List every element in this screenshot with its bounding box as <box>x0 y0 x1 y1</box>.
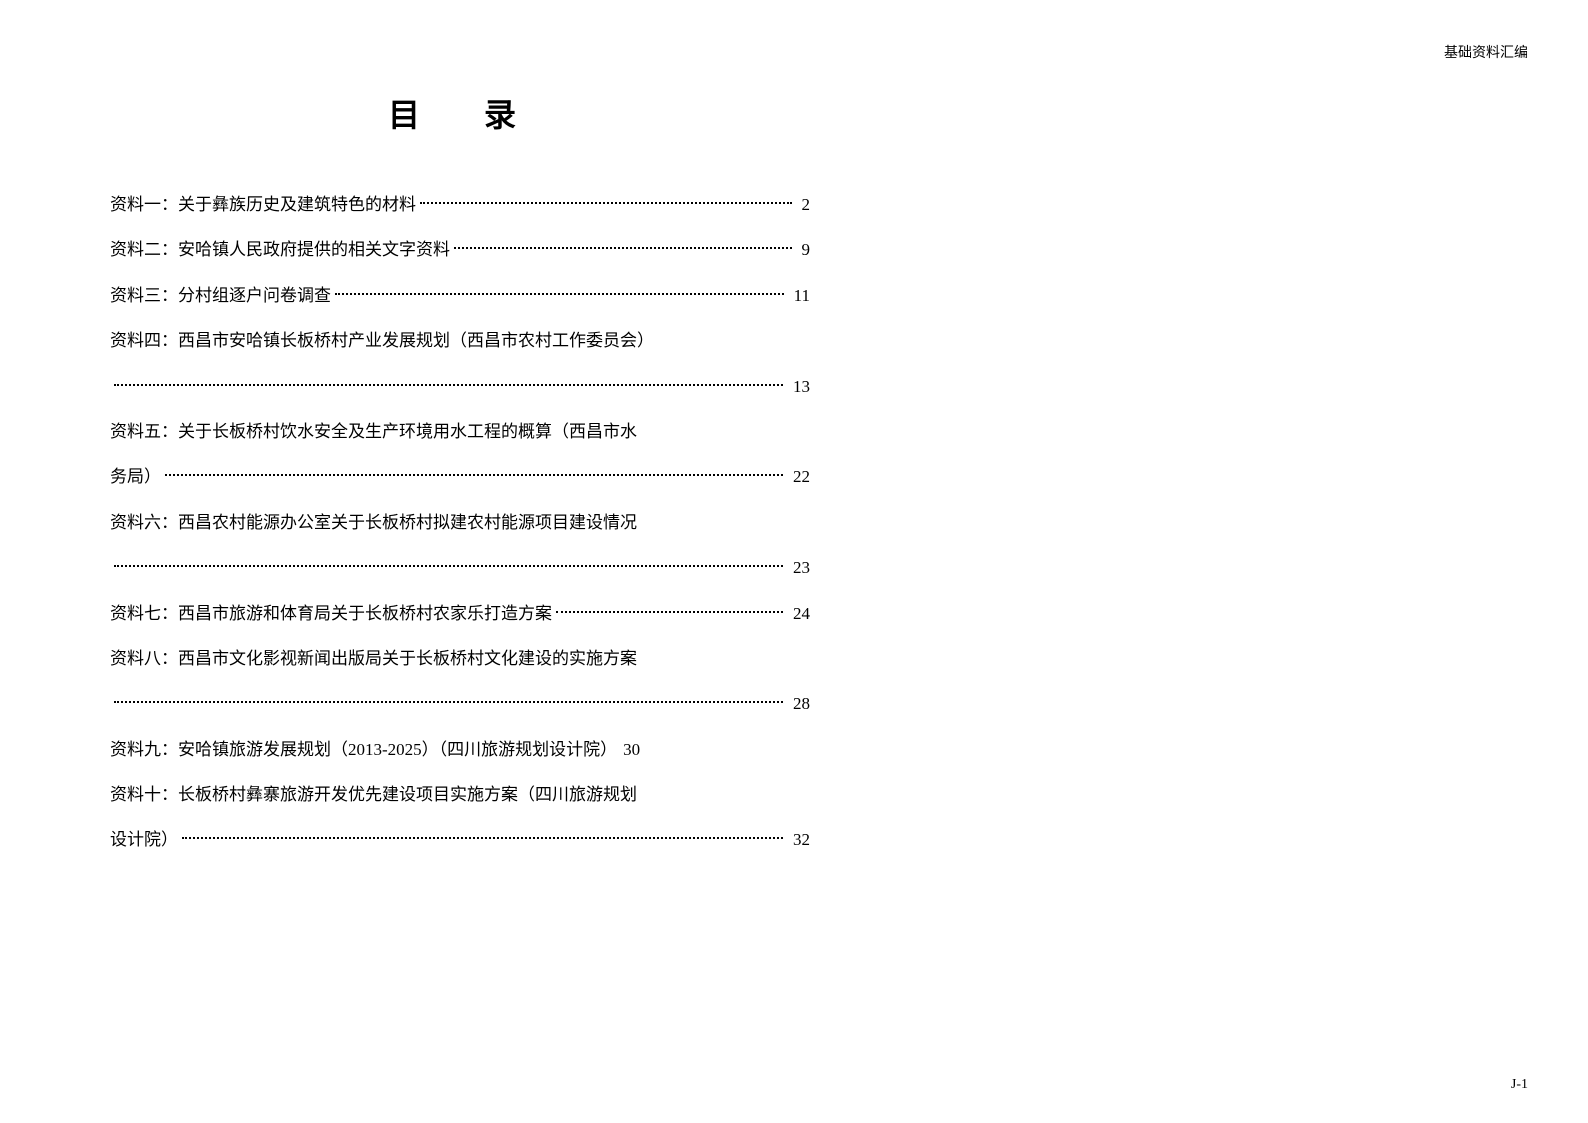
toc-entry-line: 28 <box>110 685 810 722</box>
table-of-contents: 资料一：关于彝族历史及建筑特色的材料 2 资料二：安哈镇人民政府提供的相关文字资料 9… <box>110 186 810 859</box>
toc-leader-dots <box>556 611 783 613</box>
toc-page-number: 9 <box>796 231 811 268</box>
toc-leader-dots <box>114 384 783 386</box>
toc-leader-dots <box>165 474 783 476</box>
toc-entry-text: 资料八：西昌市文化影视新闻出版局关于长板桥村文化建设的实施方案 <box>110 640 637 677</box>
toc-entry-line: 资料二：安哈镇人民政府提供的相关文字资料 9 <box>110 231 810 268</box>
toc-entry-text: 资料三：分村组逐户问卷调查 <box>110 277 331 314</box>
toc-entry-text: 资料六：西昌农村能源办公室关于长板桥村拟建农村能源项目建设情况 <box>110 504 637 541</box>
toc-page-number: 28 <box>787 685 810 722</box>
toc-entry-line: 资料七：西昌市旅游和体育局关于长板桥村农家乐打造方案 24 <box>110 595 810 632</box>
toc-page-number: 30 <box>617 731 640 768</box>
toc-entry-line: 资料十：长板桥村彝寨旅游开发优先建设项目实施方案（四川旅游规划 <box>110 776 810 813</box>
toc-entry-line: 资料八：西昌市文化影视新闻出版局关于长板桥村文化建设的实施方案 <box>110 640 810 677</box>
toc-entry-line: 资料三：分村组逐户问卷调查 11 <box>110 277 810 314</box>
toc-entry-line: 资料五：关于长板桥村饮水安全及生产环境用水工程的概算（西昌市水 <box>110 413 810 450</box>
toc-page-number: 2 <box>796 186 811 223</box>
header-right-text: 基础资料汇编 <box>1444 42 1528 62</box>
toc-leader-dots <box>335 293 784 295</box>
footer-page-number: J-1 <box>1511 1077 1528 1093</box>
toc-entry-line: 资料一：关于彝族历史及建筑特色的材料 2 <box>110 186 810 223</box>
toc-entry-text: 资料五：关于长板桥村饮水安全及生产环境用水工程的概算（西昌市水 <box>110 413 637 450</box>
toc-page-number: 13 <box>787 368 810 405</box>
toc-entry-text: 资料四：西昌市安哈镇长板桥村产业发展规划（西昌市农村工作委员会） <box>110 322 654 359</box>
toc-entry-line: 设计院） 32 <box>110 821 810 858</box>
toc-entry-text: 资料二：安哈镇人民政府提供的相关文字资料 <box>110 231 450 268</box>
toc-entry-line: 资料六：西昌农村能源办公室关于长板桥村拟建农村能源项目建设情况 <box>110 504 810 541</box>
toc-entry-line: 23 <box>110 549 810 586</box>
toc-page-number: 22 <box>787 458 810 495</box>
toc-entry-text: 设计院） <box>110 821 178 858</box>
toc-entry-text: 资料七：西昌市旅游和体育局关于长板桥村农家乐打造方案 <box>110 595 552 632</box>
toc-page-number: 23 <box>787 549 810 586</box>
toc-leader-dots <box>114 565 783 567</box>
toc-leader-dots <box>454 247 792 249</box>
toc-page-number: 32 <box>787 821 810 858</box>
toc-page-number: 11 <box>788 277 810 314</box>
toc-entry-text: 资料一：关于彝族历史及建筑特色的材料 <box>110 186 416 223</box>
toc-entry-line: 13 <box>110 368 810 405</box>
toc-leader-dots <box>420 202 792 204</box>
toc-entry-text: 资料十：长板桥村彝寨旅游开发优先建设项目实施方案（四川旅游规划 <box>110 776 637 813</box>
toc-entry-text: 资料九：安哈镇旅游发展规划（2013-2025）（四川旅游规划设计院） <box>110 731 617 768</box>
toc-page-number: 24 <box>787 595 810 632</box>
toc-entry-text: 务局） <box>110 458 161 495</box>
toc-leader-dots <box>182 837 783 839</box>
content-wrapper: 目 录 资料一：关于彝族历史及建筑特色的材料 2 资料二：安哈镇人民政府提供的相关文… <box>110 90 810 859</box>
page-title: 目 录 <box>110 90 810 136</box>
toc-entry-line: 资料九：安哈镇旅游发展规划（2013-2025）（四川旅游规划设计院）30 <box>110 731 810 768</box>
toc-entry-line: 资料四：西昌市安哈镇长板桥村产业发展规划（西昌市农村工作委员会） <box>110 322 810 359</box>
toc-leader-dots <box>114 701 783 703</box>
toc-entry-line: 务局） 22 <box>110 458 810 495</box>
